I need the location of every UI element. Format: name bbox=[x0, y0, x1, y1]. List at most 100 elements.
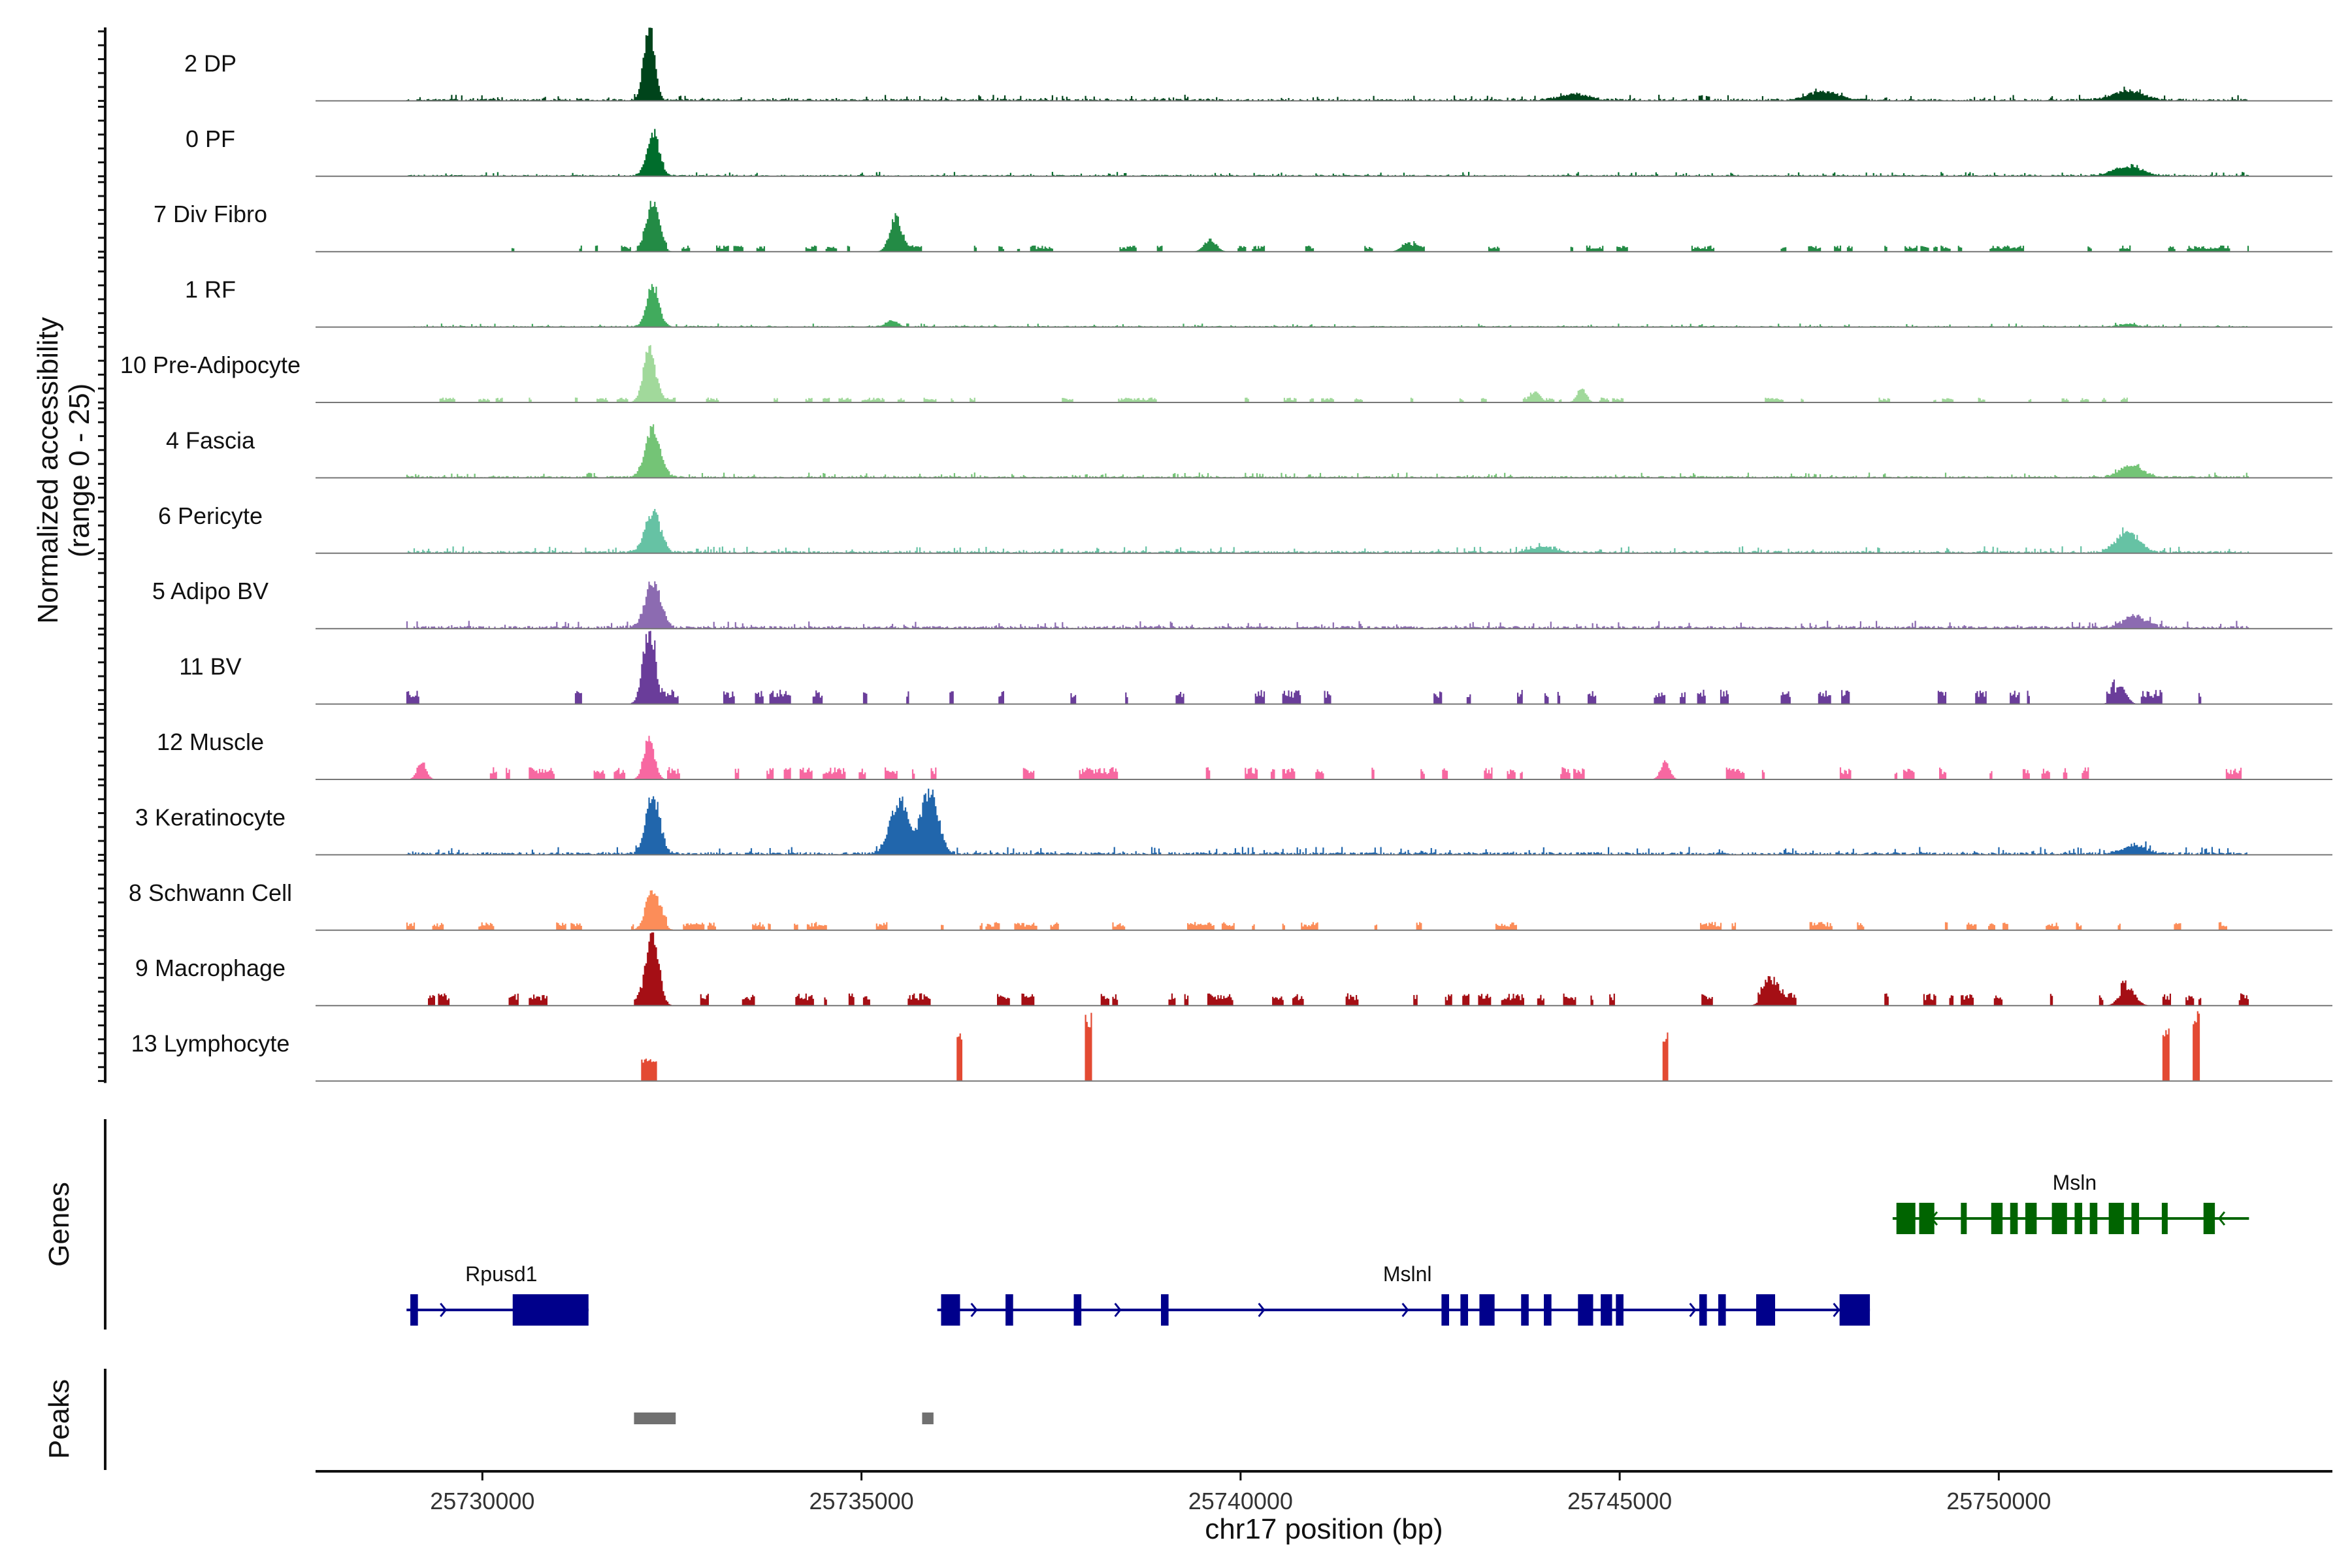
gene-exon bbox=[2074, 1203, 2083, 1234]
coverage-area bbox=[316, 890, 2332, 930]
gene-name-label: Mslnl bbox=[1383, 1262, 1432, 1286]
track-3-keratinocyte: 3 Keratinocyte bbox=[135, 789, 2332, 856]
track-label: 0 PF bbox=[186, 125, 235, 152]
gene-exon bbox=[2089, 1203, 2098, 1234]
x-tick-label: 25745000 bbox=[1567, 1488, 1672, 1514]
track-label: 13 Lymphocyte bbox=[131, 1030, 290, 1057]
x-tick-label: 25750000 bbox=[1946, 1488, 2051, 1514]
strand-arrow-icon bbox=[1401, 1303, 1409, 1317]
coverage-area bbox=[316, 284, 2332, 327]
coverage-area bbox=[316, 345, 2332, 402]
track-label: 10 Pre-Adipocyte bbox=[120, 351, 301, 378]
track-8-schwann-cell: 8 Schwann Cell bbox=[129, 879, 2332, 931]
strand-arrow-icon bbox=[440, 1303, 448, 1317]
track-label: 2 DP bbox=[184, 50, 237, 76]
gene-exon bbox=[512, 1294, 589, 1326]
gene-exon bbox=[1616, 1294, 1624, 1326]
gene-exon bbox=[1005, 1294, 1013, 1326]
gene-name-label: Rpusd1 bbox=[465, 1262, 537, 1286]
gene-exon bbox=[1521, 1294, 1529, 1326]
coverage-area bbox=[316, 736, 2332, 779]
strand-arrow-icon bbox=[970, 1303, 978, 1317]
track-6-pericyte: 6 Pericyte bbox=[158, 502, 2332, 554]
gene-exon bbox=[1479, 1294, 1495, 1326]
y-axis-title-line2: (range 0 - 25) bbox=[63, 384, 95, 558]
peaks-panel-label: Peaks bbox=[43, 1379, 75, 1459]
x-tick-label: 25730000 bbox=[430, 1488, 534, 1514]
track-13-lymphocyte: 13 Lymphocyte bbox=[131, 1011, 2332, 1082]
gene-exon bbox=[1073, 1294, 1082, 1326]
track-1-rf: 1 RF bbox=[185, 276, 2332, 328]
gene-mslnl: Mslnl bbox=[937, 1262, 1870, 1326]
gene-exon bbox=[1718, 1294, 1726, 1326]
coverage-area bbox=[316, 509, 2332, 553]
gene-exon bbox=[1601, 1294, 1612, 1326]
x-axis-title: chr17 position (bp) bbox=[1205, 1513, 1443, 1545]
gene-exon bbox=[1919, 1203, 1935, 1234]
track-label: 4 Fascia bbox=[166, 427, 255, 453]
strand-arrow-icon bbox=[1114, 1303, 1122, 1317]
gene-exon bbox=[1896, 1203, 1916, 1234]
genes-panel: Genes Rpusd1 Mslnl Msln bbox=[43, 1119, 2249, 1330]
gene-exon bbox=[1991, 1203, 2003, 1234]
coverage-area bbox=[316, 581, 2332, 629]
gene-exon bbox=[1699, 1294, 1707, 1326]
gene-exon bbox=[2025, 1203, 2037, 1234]
gene-exon bbox=[1756, 1294, 1776, 1326]
x-axis: 25730000 25735000 25740000 25745000 25750000 bbox=[316, 1470, 2332, 1514]
gene-exon bbox=[1441, 1294, 1449, 1326]
track-label: 6 Pericyte bbox=[158, 502, 263, 529]
coverage-area bbox=[316, 129, 2332, 176]
track-label: 9 Macrophage bbox=[135, 955, 286, 981]
coverage-area bbox=[316, 201, 2332, 252]
coverage-area bbox=[316, 630, 2332, 704]
peak-region bbox=[922, 1413, 934, 1424]
track-label: 5 Adipo BV bbox=[152, 578, 269, 604]
gene-exon bbox=[2203, 1203, 2215, 1234]
track-4-fascia: 4 Fascia bbox=[166, 424, 2332, 479]
gene-exon bbox=[2010, 1203, 2018, 1234]
strand-arrow-icon bbox=[2217, 1211, 2226, 1226]
peaks-panel: Peaks bbox=[43, 1369, 934, 1470]
track-7-div-fibro: 7 Div Fibro bbox=[154, 201, 2332, 253]
track-0-pf: 0 PF bbox=[186, 125, 2332, 177]
gene-msln: Msln bbox=[1892, 1171, 2249, 1234]
strand-arrow-icon bbox=[1833, 1303, 1840, 1317]
peak-region bbox=[634, 1413, 676, 1424]
track-label: 12 Muscle bbox=[157, 728, 264, 755]
gene-exon bbox=[2051, 1203, 2067, 1234]
gene-exon bbox=[1460, 1294, 1468, 1326]
track-label: 1 RF bbox=[185, 276, 236, 303]
track-label: 3 Keratinocyte bbox=[135, 804, 286, 830]
strand-arrow-icon bbox=[1689, 1303, 1697, 1317]
gene-exon bbox=[2108, 1203, 2124, 1234]
coverage-area bbox=[316, 932, 2332, 1006]
track-11-bv: 11 BV bbox=[179, 630, 2332, 705]
gene-rpusd1: Rpusd1 bbox=[406, 1262, 589, 1326]
x-tick-label: 25740000 bbox=[1188, 1488, 1293, 1514]
gene-exon bbox=[1961, 1203, 1967, 1234]
gene-exon bbox=[410, 1294, 418, 1326]
coverage-area bbox=[316, 789, 2332, 855]
coverage-area bbox=[316, 1011, 2332, 1081]
gene-exon bbox=[1544, 1294, 1552, 1326]
y-axis-title: Normalized accessibility (range 0 - 25) bbox=[32, 317, 95, 623]
track-9-macrophage: 9 Macrophage bbox=[135, 932, 2332, 1007]
track-2-dp: 2 DP bbox=[184, 27, 2332, 102]
gene-name-label: Msln bbox=[2053, 1171, 2097, 1194]
gene-exon bbox=[2161, 1203, 2168, 1234]
y-axis-title-line1: Normalized accessibility bbox=[32, 317, 64, 623]
gene-exon bbox=[1578, 1294, 1593, 1326]
track-label: 8 Schwann Cell bbox=[129, 879, 292, 906]
gene-exon bbox=[2131, 1203, 2140, 1234]
strand-arrow-icon bbox=[1258, 1303, 1266, 1317]
gene-exon bbox=[1160, 1294, 1169, 1326]
track-label: 11 BV bbox=[179, 653, 241, 680]
y-axis bbox=[98, 27, 106, 1083]
coverage-tracks: 2 DP 0 PF 7 Div Fibro 1 RF 10 Pre-Adipocyte 4… bbox=[120, 27, 2332, 1082]
track-10-pre-adipocyte: 10 Pre-Adipocyte bbox=[120, 345, 2332, 403]
coverage-area bbox=[316, 424, 2332, 478]
track-label: 7 Div Fibro bbox=[154, 201, 267, 227]
gene-exon bbox=[941, 1294, 960, 1326]
genes-panel-label: Genes bbox=[43, 1182, 75, 1267]
